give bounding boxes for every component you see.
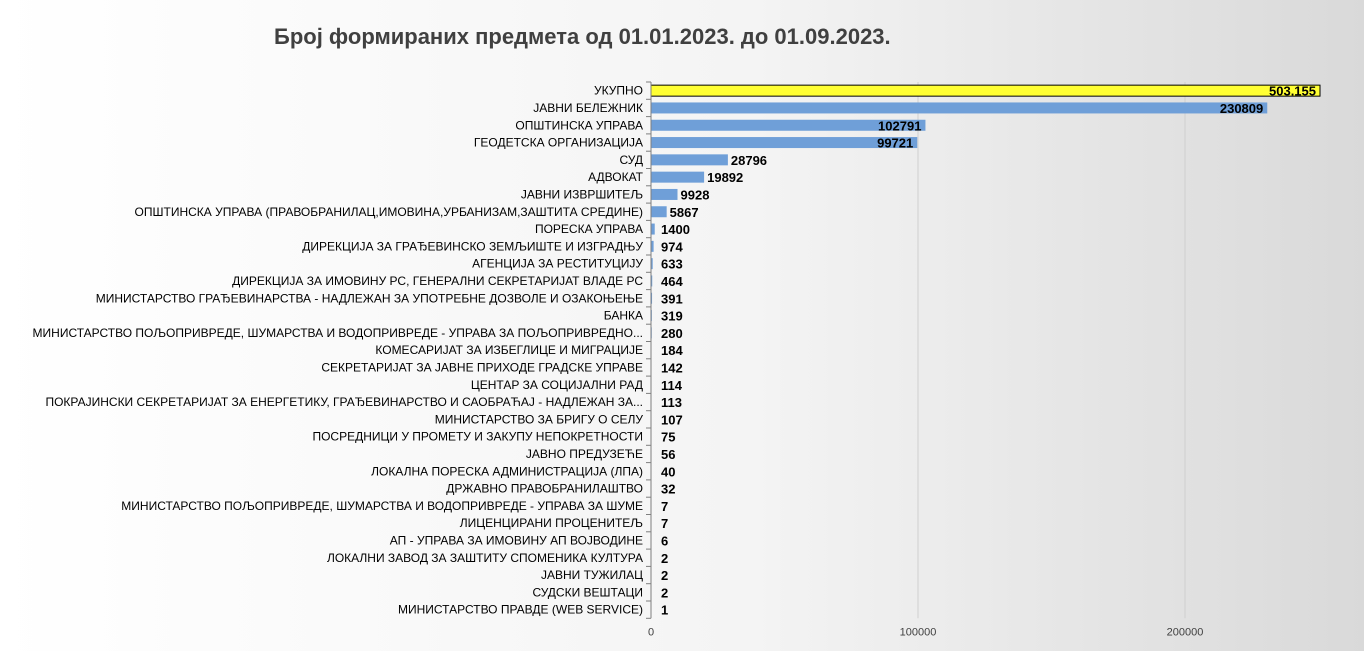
chart-gridlines (917, 82, 1186, 619)
category-label: ЛОКАЛНИ ЗАВОД ЗА ЗАШТИТУ СПОМЕНИКА КУЛТУ… (327, 551, 643, 565)
value-label: 142 (661, 360, 683, 375)
category-label: СУД (620, 153, 643, 167)
value-label: 1 (661, 603, 668, 618)
category-label: ДРЖАВНО ПРАВОБРАНИЛАШТВО (446, 482, 643, 496)
value-label: 184 (661, 343, 683, 358)
bar (651, 137, 918, 149)
chart-title: Број формираних предмета од 01.01.2023. … (274, 24, 891, 49)
category-label: ОПШТИНСКА УПРАВА (515, 118, 643, 132)
value-label: 7 (661, 499, 668, 514)
category-label: ЈАВНИ БЕЛЕЖНИК (533, 101, 643, 115)
category-label: АДВОКАТ (588, 170, 644, 184)
value-label: 230809 (1220, 101, 1263, 116)
value-label: 102791 (878, 118, 921, 133)
category-label: ПОСРЕДНИЦИ У ПРОМЕТУ И ЗАКУПУ НЕПОКРЕТНО… (312, 430, 643, 444)
bar (651, 258, 653, 270)
value-label: 5867 (670, 205, 699, 220)
category-label: СЕКРЕТАРИЈАТ ЗА ЈАВНЕ ПРИХОДЕ ГРАДСКЕ УП… (321, 360, 643, 374)
value-label: 974 (661, 239, 683, 254)
value-label: 2 (661, 568, 668, 583)
value-labels: 503.155 230809 102791 99721 28796 19892 9928 58… (661, 84, 1316, 618)
category-label: УКУПНО (594, 84, 643, 98)
bar (651, 275, 653, 287)
value-label: 107 (661, 412, 683, 427)
value-label: 19892 (707, 170, 743, 185)
category-label: ЈАВНИ ИЗВРШИТЕЉ (521, 187, 643, 201)
category-label: АП - УПРАВА ЗА ИМОВИНУ АП ВОЈВОДИНЕ (390, 533, 643, 547)
category-label: БАНКА (604, 309, 643, 323)
value-label: 1400 (661, 222, 690, 237)
value-label: 633 (661, 257, 683, 272)
bar (651, 154, 728, 166)
bar (651, 102, 1268, 114)
value-label: 40 (661, 464, 675, 479)
category-labels: УКУПНО ЈАВНИ БЕЛЕЖНИК ОПШТИНСКА УПРАВА ГЕОД… (33, 84, 644, 617)
bar (651, 292, 653, 304)
bar (651, 223, 655, 235)
value-label: 2 (661, 551, 668, 566)
category-label: ЈАВНО ПРЕДУЗЕЋЕ (526, 447, 643, 461)
category-label: ГЕОДЕТСКА ОРГАНИЗАЦИЈА (474, 136, 643, 150)
category-label: МИНИСТАРСТВО ЗА БРИГУ О СЕЛУ (435, 412, 644, 426)
category-label: ДИРЕКЦИЈА ЗА ИМОВИНУ РС, ГЕНЕРАЛНИ СЕКРЕ… (232, 274, 643, 288)
category-label: ЦЕНТАР ЗА СОЦИЈАЛНИ РАД (471, 378, 643, 392)
bar (651, 171, 705, 183)
category-label: АГЕНЦИЈА ЗА РЕСТИТУЦИЈУ (472, 257, 643, 271)
value-label: 319 (661, 309, 683, 324)
value-label: 7 (661, 516, 668, 531)
value-label: 28796 (731, 153, 767, 168)
x-tick-label: 200000 (1167, 626, 1204, 638)
x-tick-label: 0 (648, 626, 654, 638)
value-label: 114 (661, 378, 683, 393)
value-label: 9928 (681, 187, 710, 202)
bar (651, 119, 926, 131)
x-axis-tick-labels: 0 100000 200000 (648, 626, 1203, 638)
value-label: 391 (661, 291, 683, 306)
category-label: КОМЕСАРИЈАТ ЗА ИЗБЕГЛИЦЕ И МИГРАЦИЈЕ (375, 343, 643, 357)
bar (651, 206, 667, 218)
category-label: СУДСКИ ВЕШТАЦИ (532, 585, 643, 599)
value-label: 75 (661, 430, 675, 445)
category-axis (646, 81, 652, 619)
category-label: ЈАВНИ ТУЖИЛАЦ (541, 568, 643, 582)
category-label: МИНИСТАРСТВО ПРАВДЕ (WEB SERVICE) (398, 603, 643, 617)
value-label: 503.155 (1269, 84, 1316, 99)
category-label: ЛИЦЕНЦИРАНИ ПРОЦЕНИТЕЉ (460, 516, 644, 530)
category-label: МИНИСТАРСТВО ПОЉОПРИВРЕДЕ, ШУМАРСТВА И В… (33, 326, 643, 340)
category-label: МИНИСТАРСТВО ГРАЂЕВИНАРСТВА - НАДЛЕЖАН З… (96, 291, 643, 305)
value-label: 280 (661, 326, 683, 341)
bar-total (650, 84, 1321, 97)
category-label: ЛОКАЛНА ПОРЕСКА АДМИНИСТРАЦИЈА (ЛПА) (371, 464, 643, 478)
value-label: 56 (661, 447, 675, 462)
category-label: ДИРЕКЦИЈА ЗА ГРАЂЕВИНСКО ЗЕМЉИШТЕ И ИЗГР… (302, 239, 643, 253)
value-label: 2 (661, 585, 668, 600)
value-label: 6 (661, 533, 668, 548)
bar (651, 188, 678, 200)
category-label: МИНИСТАРСТВО ПОЉОПРИВРЕДЕ, ШУМАРСТВА И В… (121, 499, 643, 513)
category-label: ПОКРАЈИНСКИ СЕКРЕТАРИЈАТ ЗА ЕНЕРГЕТИКУ, … (45, 395, 643, 409)
value-label: 464 (661, 274, 683, 289)
value-label: 99721 (877, 136, 913, 151)
value-label: 113 (661, 395, 682, 410)
bar (651, 240, 654, 252)
category-label: ОПШТИНСКА УПРАВА (ПРАВОБРАНИЛАЦ,ИМОВИНА,… (135, 205, 643, 219)
x-tick-label: 100000 (900, 626, 937, 638)
value-label: 32 (661, 482, 675, 497)
category-label: ПОРЕСКА УПРАВА (535, 222, 643, 236)
